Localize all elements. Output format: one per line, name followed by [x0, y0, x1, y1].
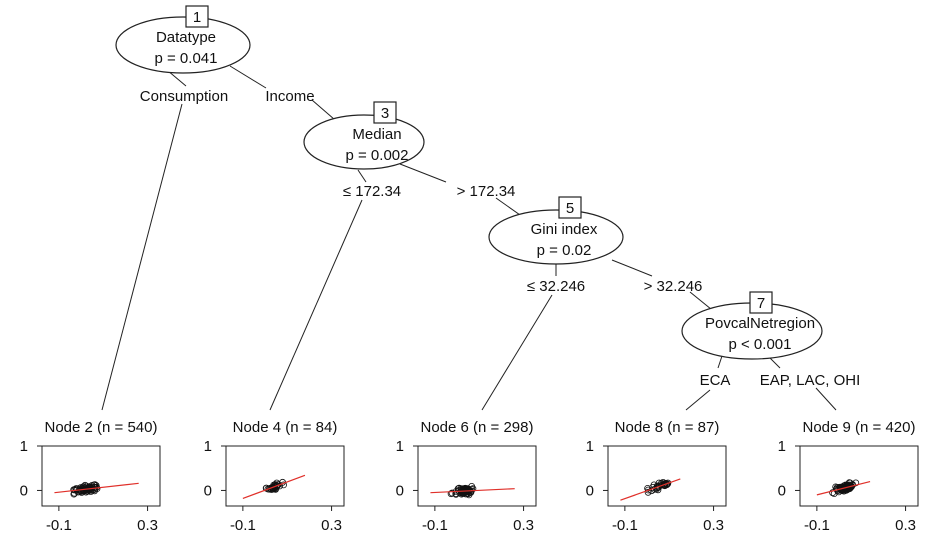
node-variable: Datatype: [156, 29, 216, 46]
inner-node-1: 1 Datatype p = 0.041: [115, 5, 251, 74]
scatter-point: [848, 482, 855, 490]
plot-frame: [799, 445, 919, 507]
edge-labels: Consumption Income ≤ 172.34 > 172.34 ≤ 3…: [140, 88, 861, 389]
tree-edges: [101, 59, 837, 411]
edge-label-gini-le: ≤ 32.246: [527, 278, 585, 295]
x-tick-label: -0.1: [804, 517, 830, 534]
y-tick-label: 1: [396, 438, 404, 455]
edge-7-8a: [717, 355, 723, 369]
node-id: 1: [193, 9, 201, 26]
x-tick-label: -0.1: [422, 517, 448, 534]
terminal-node-title: Node 6 (n = 298): [421, 419, 534, 436]
node-id: 5: [566, 200, 574, 217]
regression-line: [430, 488, 515, 494]
node-variable: Median: [352, 126, 401, 143]
scatter-point: [644, 488, 652, 496]
edge-3-4a: [357, 169, 367, 183]
terminal-node-title: Node 9 (n = 420): [803, 419, 916, 436]
node-pvalue: p = 0.041: [155, 50, 218, 67]
x-tick-label: 0.3: [895, 517, 916, 534]
scatter-point: [74, 488, 82, 496]
node-id: 3: [381, 105, 389, 122]
edge-5-7a: [611, 259, 653, 277]
terminal-node-title: Node 4 (n = 84): [233, 419, 338, 436]
terminal-node-4: Node 8 (n = 87) 1 0 -0.1 0.3: [586, 419, 727, 534]
scatter-point: [271, 483, 279, 491]
node-variable: Gini index: [531, 221, 598, 238]
edge-3-5a: [399, 163, 447, 183]
edge-label-median-gt: > 172.34: [457, 183, 516, 200]
y-tick-label: 0: [204, 482, 212, 499]
node-variable: PovcalNetregion: [705, 315, 815, 332]
y-tick-label: 0: [586, 482, 594, 499]
edge-3-4b: [269, 199, 363, 411]
y-tick-label: 0: [20, 482, 28, 499]
x-tick-label: 0.3: [703, 517, 724, 534]
inner-node-5: 5 Gini index p = 0.02: [488, 196, 624, 265]
terminal-node-3: Node 6 (n = 298) 1 0 -0.1 0.3: [396, 419, 537, 534]
x-tick-label: -0.1: [612, 517, 638, 534]
node-pvalue: p < 0.001: [729, 336, 792, 353]
edge-label-eca: ECA: [700, 372, 731, 389]
edge-5-6b: [481, 294, 553, 411]
inner-node-7: 7 PovcalNetregion p < 0.001: [681, 291, 823, 360]
edge-label-income: Income: [265, 88, 314, 105]
edge-1-2b: [101, 103, 183, 411]
scatter-point: [664, 479, 672, 487]
plot-frame: [607, 445, 727, 507]
plot-frame: [417, 445, 537, 507]
terminal-node-title: Node 8 (n = 87): [615, 419, 720, 436]
regression-line: [54, 482, 139, 494]
edge-label-gini-gt: > 32.246: [644, 278, 703, 295]
x-tick-label: 0.3: [321, 517, 342, 534]
scatter-point: [466, 488, 474, 496]
edge-label-consumption: Consumption: [140, 88, 228, 105]
edge-label-median-le: ≤ 172.34: [343, 183, 401, 200]
scatter-point: [448, 489, 456, 497]
node-pvalue: p = 0.002: [346, 147, 409, 164]
x-tick-label: -0.1: [230, 517, 256, 534]
regression-line: [620, 478, 681, 501]
y-tick-label: 0: [396, 482, 404, 499]
y-tick-label: 1: [586, 438, 594, 455]
edge-label-eap-lac-ohi: EAP, LAC, OHI: [760, 372, 861, 389]
inner-node-3: 3 Median p = 0.002: [303, 101, 425, 170]
terminal-node-2: Node 4 (n = 84) 1 0 -0.1 0.3: [204, 419, 345, 534]
edge-7-9b: [815, 387, 837, 411]
scatter-point: [829, 489, 836, 497]
regression-line: [242, 474, 306, 500]
y-tick-label: 1: [20, 438, 28, 455]
regression-line: [816, 480, 871, 496]
plot-frame: [225, 445, 345, 507]
node-pvalue: p = 0.02: [537, 242, 592, 259]
terminal-node-1: Node 2 (n = 540) 1 0 -0.1 0.3: [20, 419, 161, 534]
node-id: 7: [757, 295, 765, 312]
y-tick-label: 1: [778, 438, 786, 455]
terminal-node-title: Node 2 (n = 540): [45, 419, 158, 436]
scatter-point: [663, 480, 670, 488]
plot-frame: [41, 445, 161, 507]
edge-1-3a: [229, 65, 267, 89]
scatter-point: [644, 484, 651, 492]
scatter-point: [839, 484, 847, 492]
edge-7-8b: [685, 389, 711, 411]
y-tick-label: 1: [204, 438, 212, 455]
x-tick-label: -0.1: [46, 517, 72, 534]
x-tick-label: 0.3: [513, 517, 534, 534]
y-tick-label: 0: [778, 482, 786, 499]
terminal-node-5: Node 9 (n = 420) 1 0 -0.1 0.3: [778, 419, 919, 534]
x-tick-label: 0.3: [137, 517, 158, 534]
